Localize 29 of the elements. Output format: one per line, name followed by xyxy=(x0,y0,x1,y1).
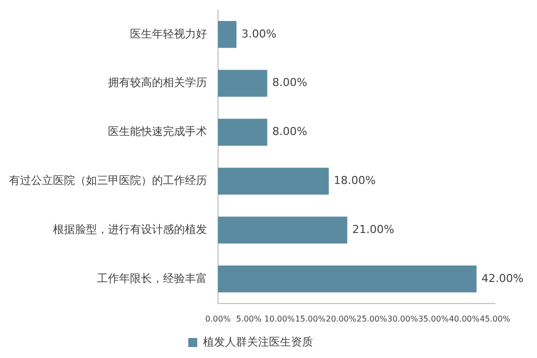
x-tick-label: 25.00% xyxy=(356,314,388,324)
data-label: 8.00% xyxy=(272,76,308,90)
data-label: 3.00% xyxy=(241,27,276,40)
x-tick-label: 5.00% xyxy=(236,314,262,324)
data-label: 21.00% xyxy=(352,222,394,236)
x-tick-label: 20.00% xyxy=(326,314,357,324)
x-tick-label: 45.00% xyxy=(480,314,511,324)
bar xyxy=(218,118,268,146)
y-tick-label: 医生年轻视力好 xyxy=(130,27,207,40)
y-tick-label: 工作年限长，经验丰富 xyxy=(97,272,207,285)
x-tick-label: 35.00% xyxy=(418,314,450,324)
data-label: 8.00% xyxy=(272,125,308,138)
x-tick-label: 30.00% xyxy=(387,314,418,324)
y-tick-label: 医生能快速完成手术 xyxy=(108,125,207,138)
y-tick-label: 有过公立医院（如三甲医院）的工作经历 xyxy=(9,174,207,188)
x-tick-label: 0.00% xyxy=(205,314,232,324)
data-label: 18.00% xyxy=(334,174,376,188)
x-tick-label: 10.00% xyxy=(264,314,296,324)
data-label: 42.00% xyxy=(482,272,524,285)
x-tick-label: 15.00% xyxy=(295,314,326,324)
y-tick-label: 拥有较高的相关学历 xyxy=(108,76,207,90)
bar xyxy=(218,21,236,48)
bar xyxy=(218,216,348,244)
bar xyxy=(218,70,268,97)
x-tick-label: 40.00% xyxy=(448,314,480,324)
legend-label: 植发人群关注医生资质 xyxy=(202,335,313,348)
bar xyxy=(218,168,329,195)
bar xyxy=(218,266,477,292)
y-tick-label: 根据脸型，进行有设计感的植发 xyxy=(53,222,207,236)
